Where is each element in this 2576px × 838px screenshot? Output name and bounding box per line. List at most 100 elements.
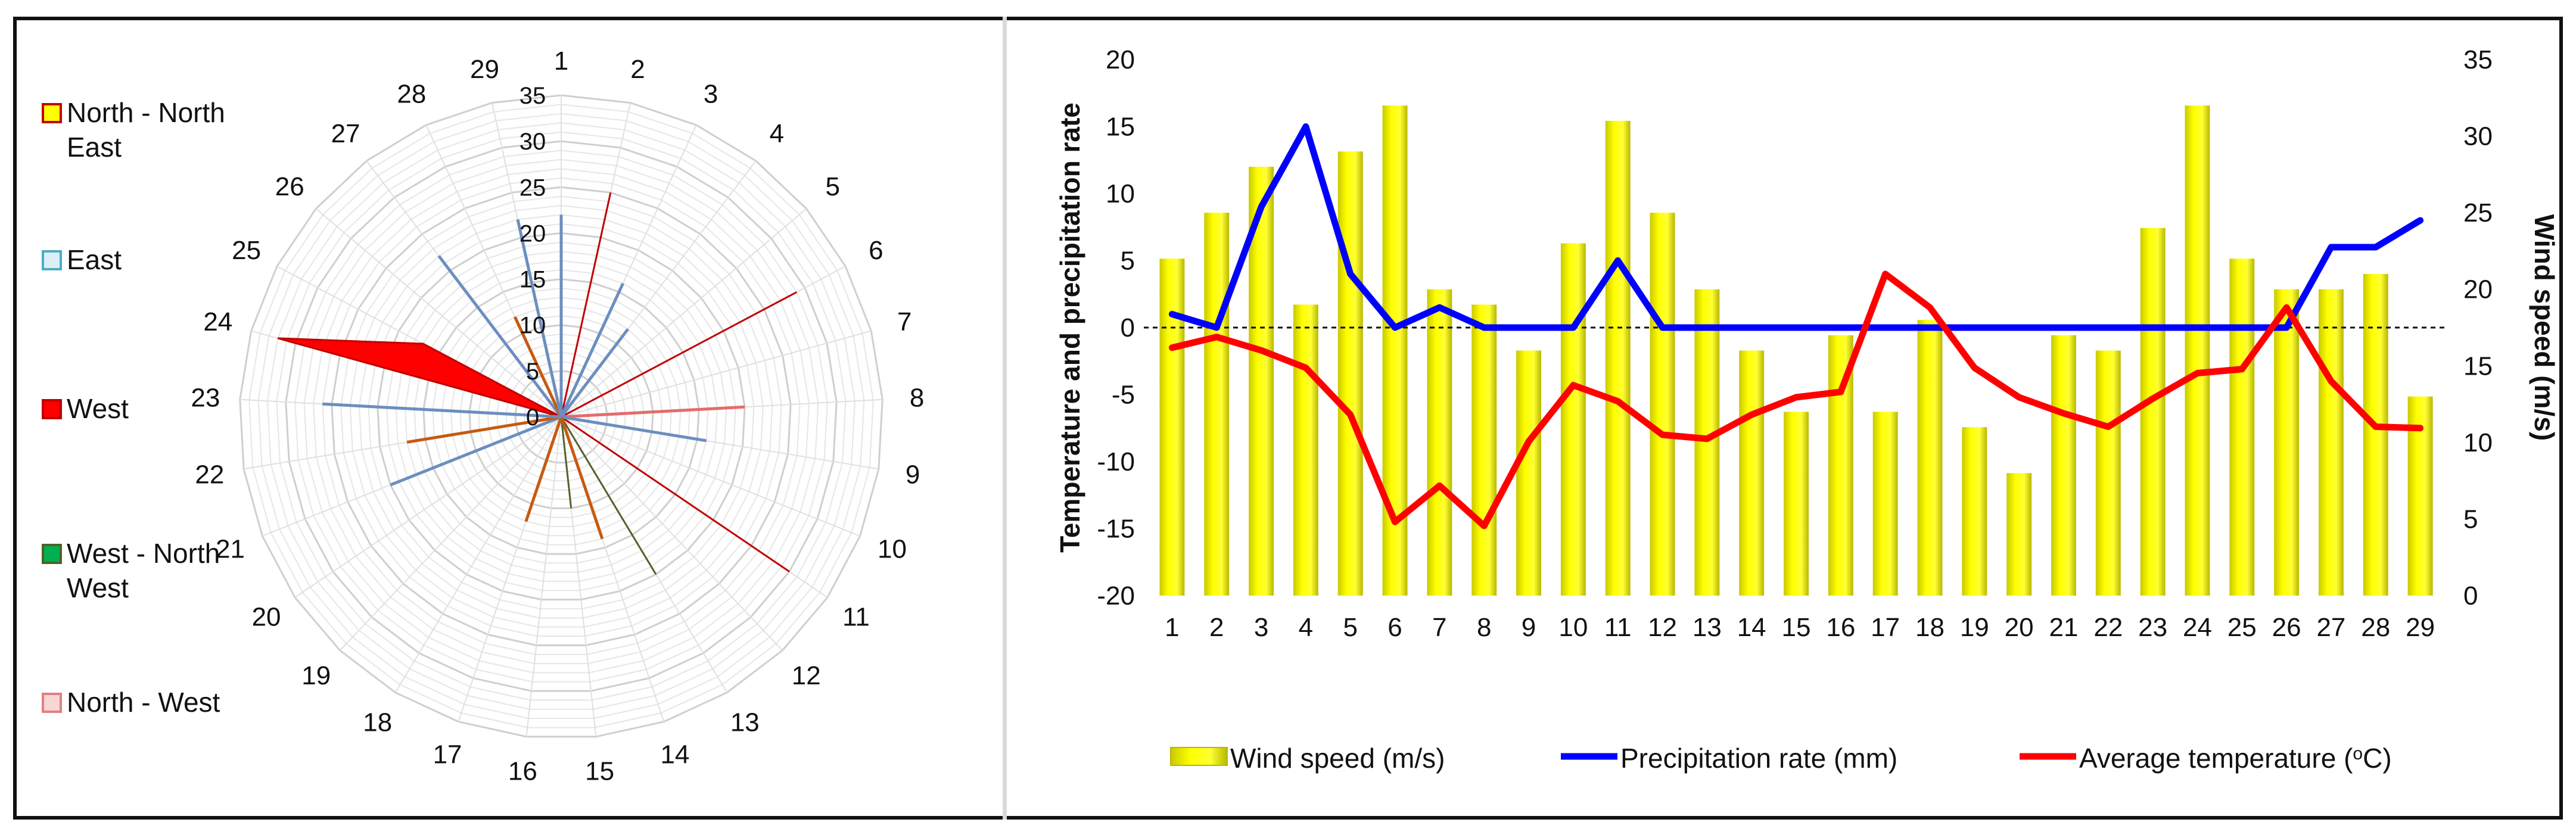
combo-legend: Wind speed (m/s) Precipitation rate (mm) A… [1170, 743, 2392, 774]
y-tick-label: -5 [1112, 381, 1135, 410]
wind-speed-bar [2318, 289, 2344, 596]
x-tick-label: 16 [1826, 613, 1855, 642]
legend-label: West - North [67, 538, 220, 569]
precipitation-line [1168, 123, 2424, 331]
radar-ray-3 [559, 282, 624, 418]
radar-spoke [561, 416, 783, 651]
panel-divider [1003, 17, 1007, 820]
x-tick-label: 17 [1871, 613, 1900, 642]
wind-speed-bar [2363, 274, 2388, 596]
wind-speed-bar [1516, 350, 1541, 596]
radar-gridline-minor [257, 113, 865, 719]
radar-gridline-minor [395, 251, 727, 582]
temperature-line [1168, 270, 2424, 529]
radar-gridline-minor [267, 122, 855, 710]
radar-category-label: 14 [660, 740, 689, 770]
y-tick-label: -10 [1097, 447, 1135, 476]
wind-speed-bar [1872, 412, 1898, 596]
legend-swatch-1 [42, 250, 62, 270]
radar-category-label: 23 [191, 384, 220, 413]
wind-speed-bar [2140, 228, 2166, 596]
y2-axis-title: Wind speed (m/s) [2529, 214, 2560, 441]
radar-category-label: 28 [397, 79, 426, 108]
wind-speed-bar [2185, 105, 2210, 596]
legend-label: East [67, 132, 122, 163]
wind-speed-bar [1917, 320, 1943, 596]
radar-gridline-major [514, 370, 608, 464]
radar-ray-23 [322, 402, 562, 419]
radar-category-label: 20 [252, 603, 281, 632]
wind-speed-bar [1471, 304, 1497, 596]
x-tick-label: 23 [2138, 613, 2167, 642]
x-tick-label: 15 [1782, 613, 1811, 642]
y2-tick-label: 20 [2463, 275, 2493, 304]
radar-spoke [561, 416, 861, 537]
radar-spoke [394, 416, 562, 693]
x-tick-label: 20 [2005, 613, 2034, 642]
x-tick-label: 5 [1343, 613, 1357, 642]
radar-ray-8 [561, 405, 745, 419]
radar-gridline-major [468, 324, 654, 509]
wind-speed-bar [1739, 350, 1765, 596]
radar-category-label: 11 [842, 603, 870, 632]
x-tick-label: 13 [1693, 613, 1722, 642]
radar-gridline-minor [294, 149, 828, 683]
radar-gridline-minor [340, 195, 782, 637]
radar-category-label: 6 [869, 236, 883, 265]
radar-tick-label: 35 [519, 83, 546, 109]
radar-gridline-minor [459, 315, 663, 518]
radar-area-north-north-east [561, 291, 798, 418]
radar-gridline-minor [313, 168, 810, 665]
wind-speed-bar [2229, 258, 2255, 596]
x-tick-label: 27 [2316, 613, 2345, 642]
radar-gridline-minor [450, 306, 672, 528]
radar-ray-29 [516, 219, 563, 418]
radar-gridline-minor [441, 297, 682, 537]
radar-category-label: 12 [792, 661, 821, 690]
radar-tick-label: 25 [519, 175, 546, 201]
radar-spoke [294, 416, 562, 598]
radar-gridline-minor [405, 260, 718, 573]
radar-spoke [315, 208, 562, 418]
combo-chart: -20-15-10-50510152005101520253035Tempera… [1054, 45, 2560, 642]
radar-ray-17 [524, 416, 563, 522]
radar-gridline-minor [487, 342, 636, 491]
radar-gridline-major [422, 278, 700, 555]
radar-spoke [561, 208, 807, 418]
radar-gridline-minor [248, 104, 874, 728]
x-tick-label: 14 [1737, 613, 1766, 642]
radar-category-label: 5 [826, 172, 840, 201]
x-tick-label: 9 [1522, 613, 1536, 642]
radar-gridline-minor [505, 361, 617, 473]
y2-tick-label: 5 [2463, 504, 2478, 534]
radar-category-label: 17 [433, 740, 462, 770]
x-tick-label: 8 [1477, 613, 1491, 642]
wind-speed-bar [1694, 289, 1720, 596]
legend-swatch-wind [1170, 747, 1228, 766]
wind-speed-bar [2006, 473, 2032, 596]
radar-gridline-major [239, 94, 883, 738]
wind-speed-bar [1204, 213, 1230, 596]
radar-category-label: 27 [331, 119, 360, 148]
radar-category-label: 7 [897, 307, 911, 337]
y-tick-label: -20 [1097, 581, 1135, 610]
wind-speed-bar [1784, 412, 1809, 596]
radar-tick-label: 20 [519, 220, 546, 247]
radar-category-label: 15 [585, 756, 614, 786]
radar-category-label: 3 [704, 79, 718, 108]
radar-spoke [339, 416, 562, 651]
x-tick-label: 21 [2049, 613, 2078, 642]
radar-ray-27 [437, 255, 562, 418]
radar-gridline-minor [432, 287, 690, 546]
y-tick-label: 20 [1106, 45, 1135, 74]
legend-label: West [67, 393, 129, 424]
x-tick-label: 4 [1299, 613, 1313, 642]
legend-swatch-2 [42, 399, 62, 419]
radar-tick-label: 0 [526, 404, 539, 431]
legend-label: East [67, 244, 122, 275]
radar-spoke [525, 416, 562, 737]
legend-label: West [67, 572, 129, 603]
